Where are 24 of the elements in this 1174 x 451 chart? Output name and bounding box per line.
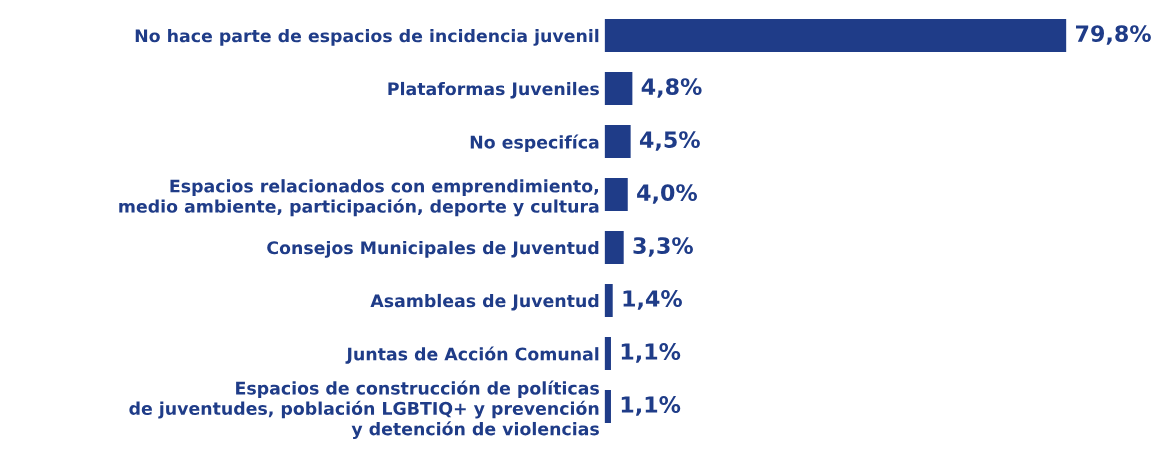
bar (604, 284, 613, 317)
bar (604, 231, 624, 264)
bar (604, 337, 611, 370)
data-label: 1,1% (621, 343, 681, 363)
data-label: 4,8% (641, 78, 702, 98)
bar (604, 178, 628, 211)
y-tick-label: Espacios relacionados con emprendimiento, medio ambiente, participación, deporte y cultura (119, 179, 599, 217)
bar (604, 125, 631, 158)
y-tick-label: Juntas de Acción Comunal (345, 346, 599, 364)
bar (604, 72, 633, 105)
data-label: 4,0% (637, 184, 698, 204)
y-tick-label: Espacios de construcción de políticas de juventudes, población LGBTIQ+ y prevención y detención de violencias (129, 380, 599, 439)
data-label: 79,8% (1076, 25, 1151, 45)
data-label: 1,1% (621, 396, 681, 416)
data-label: 1,4% (623, 290, 682, 310)
bar (604, 19, 1067, 52)
data-label: 4,5% (639, 131, 700, 151)
data-label: 3,3% (633, 237, 693, 257)
y-tick-label: Asambleas de Juventud (370, 293, 599, 311)
y-tick-label: Consejos Municipales de Juventud (267, 240, 599, 258)
y-tick-label: No especifíca (470, 134, 599, 153)
y-tick-label: No hace parte de espacios de incidencia juvenil (135, 28, 599, 46)
bar (604, 390, 611, 423)
y-tick-label: Plataformas Juveniles (388, 81, 599, 99)
